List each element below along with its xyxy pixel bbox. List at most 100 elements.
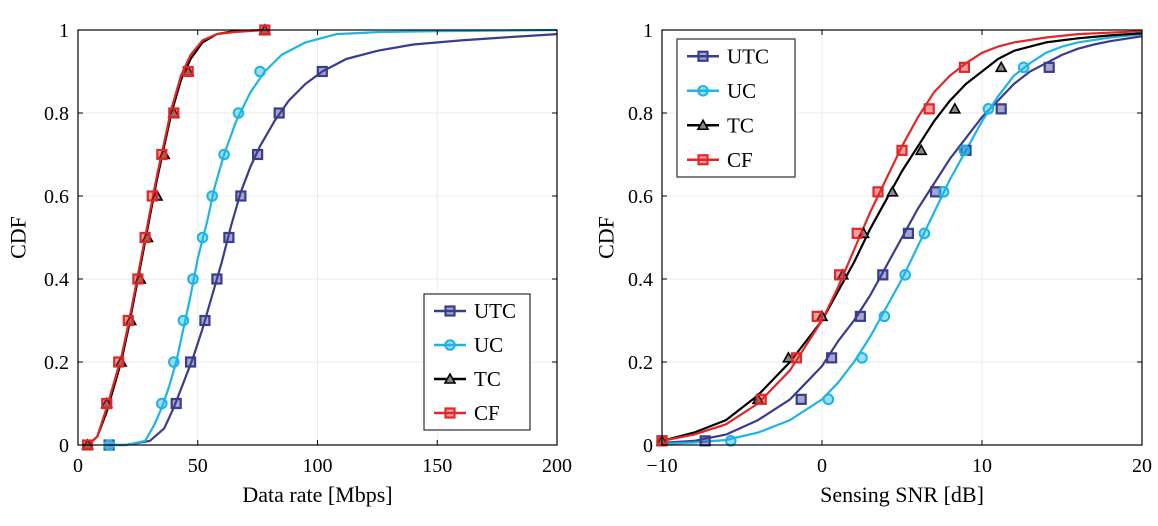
x-tick-label: 100 <box>303 455 333 477</box>
data-point-cf <box>101 397 113 410</box>
data-point-uc <box>899 269 912 281</box>
legend-item-tc: TC <box>687 113 754 137</box>
y-tick-label: 0.4 <box>44 269 69 291</box>
series-markers-uc <box>103 65 266 451</box>
data-point-utc <box>929 186 942 198</box>
data-point-uc <box>982 103 995 115</box>
chart-data-rate-cdf: 0 50 100 150 200 0 0.2 0.4 0.6 0.8 1 Data rate [Mbp… <box>6 20 573 507</box>
y-axis-title: CDF <box>594 216 619 259</box>
x-tick-label: 20 <box>1132 455 1152 477</box>
data-point-utc <box>235 190 247 202</box>
y-tick-label: 0 <box>59 435 69 457</box>
data-point-uc <box>177 314 190 327</box>
data-point-uc <box>254 65 266 78</box>
series-line-tc <box>662 32 1142 442</box>
data-point-utc <box>211 273 223 285</box>
series-tc <box>662 32 1142 442</box>
data-point-tc <box>914 143 928 156</box>
data-point-uc <box>958 144 971 157</box>
data-point-utc <box>184 356 197 368</box>
legend-item-utc: UTC <box>434 299 516 323</box>
legend-swatch-marker <box>697 50 709 62</box>
data-point-cf <box>833 269 846 281</box>
data-point-cf <box>958 61 971 73</box>
x-tick-label: −10 <box>646 455 677 477</box>
data-point-cf <box>139 231 151 244</box>
x-tick-label: 0 <box>73 455 83 477</box>
legend-label: UC <box>474 333 503 357</box>
series-line-cf <box>86 28 265 446</box>
series-utc <box>106 33 557 447</box>
data-point-cf <box>132 273 144 285</box>
data-point-uc <box>187 273 199 285</box>
data-point-cf <box>182 65 194 78</box>
data-point-utc <box>223 231 235 244</box>
series-line-uc <box>106 28 557 447</box>
legend: UTC UC TC CF <box>676 38 796 178</box>
data-point-cf <box>896 144 908 156</box>
series-line-utc <box>662 35 1142 444</box>
data-point-cf <box>755 393 767 405</box>
legend-label: TC <box>474 367 501 391</box>
data-point-utc <box>1043 61 1055 73</box>
legend-box <box>423 293 531 431</box>
data-point-utc <box>825 352 838 364</box>
y-tick-label: 1 <box>643 20 653 42</box>
data-point-uc <box>206 190 218 202</box>
data-point-uc <box>918 227 931 240</box>
legend-item-utc: UTC <box>687 44 769 68</box>
data-point-uc <box>196 231 209 244</box>
x-tick-label: 200 <box>542 455 572 477</box>
legend-swatch-marker <box>697 84 709 97</box>
data-point-cf <box>113 356 125 368</box>
series-cf <box>86 28 265 446</box>
legend-box <box>676 38 796 178</box>
y-tick-label: 0.4 <box>628 269 653 291</box>
data-point-uc <box>725 435 737 447</box>
legend-item-tc: TC <box>434 367 501 391</box>
data-point-utc <box>316 65 328 78</box>
y-tick-label: 0.6 <box>44 186 69 208</box>
legend-item-cf: CF <box>687 148 753 172</box>
data-point-cf <box>872 186 884 198</box>
series-line-utc <box>106 33 557 447</box>
plot-area-frame <box>661 29 1143 446</box>
legend-label: CF <box>727 148 753 172</box>
data-point-utc <box>795 393 807 405</box>
legend-swatch-marker <box>443 372 457 384</box>
legend-swatch-marker <box>696 118 710 131</box>
x-axis-title: Data rate [Mbps] <box>242 482 392 507</box>
x-tick-label: 0 <box>817 455 827 477</box>
data-point-tc <box>948 102 962 114</box>
legend-item-uc: UC <box>687 79 756 103</box>
legend-label: UC <box>727 79 756 103</box>
data-point-cf <box>156 148 168 161</box>
data-point-uc <box>856 352 868 364</box>
x-tick-label: 150 <box>422 455 452 477</box>
series-uc <box>106 28 557 447</box>
data-point-utc <box>252 148 264 161</box>
data-point-uc <box>878 310 891 323</box>
data-point-utc <box>877 269 889 281</box>
legend-swatch-marker <box>444 305 456 317</box>
y-tick-label: 0.2 <box>628 352 653 374</box>
data-point-uc <box>232 107 245 119</box>
data-point-utc <box>854 310 867 322</box>
legend-label: UTC <box>474 299 516 323</box>
legend: UTC UC TC CF <box>423 293 531 431</box>
data-point-utc <box>699 435 711 447</box>
legend-label: CF <box>474 401 500 425</box>
data-point-cf <box>122 314 134 327</box>
x-axis-title: Sensing SNR [dB] <box>820 482 984 507</box>
y-tick-label: 1 <box>59 20 69 42</box>
data-point-uc <box>1017 61 1030 74</box>
data-point-utc <box>995 103 1007 115</box>
data-point-uc <box>937 186 950 198</box>
y-tick-label: 0 <box>643 435 653 457</box>
data-point-uc <box>156 397 168 410</box>
legend-swatch-marker <box>444 407 456 419</box>
data-point-cf <box>811 310 823 322</box>
data-point-uc <box>218 148 230 161</box>
data-point-utc <box>199 314 211 327</box>
